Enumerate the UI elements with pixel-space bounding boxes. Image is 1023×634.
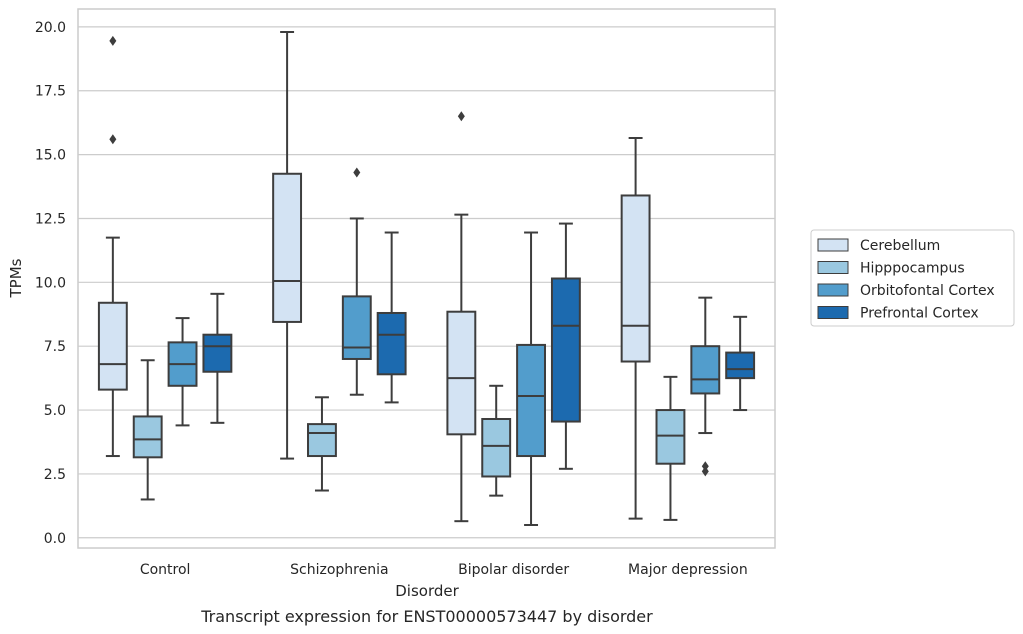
y-axis-title: TPMs <box>7 258 25 298</box>
box-2-1 <box>341 167 372 396</box>
box-1-0 <box>132 359 163 501</box>
box-iqr <box>690 345 721 395</box>
box-iqr <box>725 351 756 380</box>
outlier-point <box>109 134 117 145</box>
box-1-2 <box>481 384 512 497</box>
legend-label: Hipppocampus <box>860 261 965 277</box>
box-iqr <box>516 343 546 458</box>
y-tick-label: 7.5 <box>44 339 66 355</box>
y-tick-label: 12.5 <box>35 211 66 227</box>
box-iqr <box>97 301 128 391</box>
x-tick-label: Schizophrenia <box>290 562 388 578</box>
box-iqr <box>446 310 477 436</box>
box-3-3 <box>725 315 756 412</box>
y-tick-label: 10.0 <box>35 275 66 291</box>
y-tick-label: 5.0 <box>44 403 66 419</box>
legend-label: Prefrontal Cortex <box>860 306 979 322</box>
legend-label: Orbitofontal Cortex <box>860 283 995 299</box>
x-tick-label: Major depression <box>628 562 748 578</box>
x-tick-labels: Control Schizophrenia Bipolar disorder Majo… <box>140 562 748 578</box>
outlier-point <box>353 167 361 178</box>
outlier-point <box>109 35 117 46</box>
outlier-point <box>701 466 709 477</box>
legend-swatch <box>817 283 849 297</box>
box-2-0 <box>167 317 198 427</box>
boxes <box>97 30 756 527</box>
legend-label: Cerebellum <box>860 238 940 254</box>
box-0-1 <box>272 30 303 460</box>
box-iqr <box>202 333 233 373</box>
box-iqr <box>376 311 407 376</box>
box-2-3 <box>690 296 721 477</box>
outlier-point <box>701 461 709 472</box>
y-tick-label: 15.0 <box>35 148 66 164</box>
y-tick-label: 17.5 <box>35 84 66 100</box>
x-axis-title: Disorder <box>395 582 459 600</box>
plot-frame <box>77 8 776 549</box>
legend-swatch <box>817 261 849 274</box>
box-iqr <box>550 277 581 423</box>
box-1-1 <box>307 396 337 492</box>
box-0-0 <box>97 35 128 458</box>
box-iqr <box>307 423 337 458</box>
y-tick-label: 20.0 <box>35 20 66 36</box>
box-2-2 <box>516 231 546 527</box>
chart-caption: Transcript expression for ENST0000057344… <box>200 607 653 626</box>
box-0-2 <box>446 111 477 523</box>
box-iqr <box>132 415 163 459</box>
outlier-point <box>457 111 465 122</box>
box-3-1 <box>376 231 407 404</box>
legend-swatch <box>817 238 849 252</box>
legend-swatch <box>817 306 849 319</box>
legend: Cerebellum Hipppocampus Orbitofontal Corte… <box>810 229 1015 327</box>
box-iqr <box>620 194 651 363</box>
box-3-2 <box>550 222 581 470</box>
box-0-3 <box>620 137 651 520</box>
box-iqr <box>341 295 372 360</box>
y-tick-label: 0.0 <box>44 531 66 547</box>
legend-frame <box>810 229 1015 327</box>
x-tick-label: Control <box>140 562 191 578</box>
box-3-0 <box>202 292 233 424</box>
y-tick-label: 2.5 <box>44 467 66 483</box>
box-1-3 <box>655 375 686 521</box>
y-tick-labels: 0.0 2.5 5.0 7.5 10.0 12.5 15.0 17.5 20.0 <box>35 20 66 547</box>
box-iqr <box>655 409 686 465</box>
box-iqr <box>481 417 512 478</box>
box-iqr <box>272 172 303 323</box>
x-tick-label: Bipolar disorder <box>458 562 569 578</box>
